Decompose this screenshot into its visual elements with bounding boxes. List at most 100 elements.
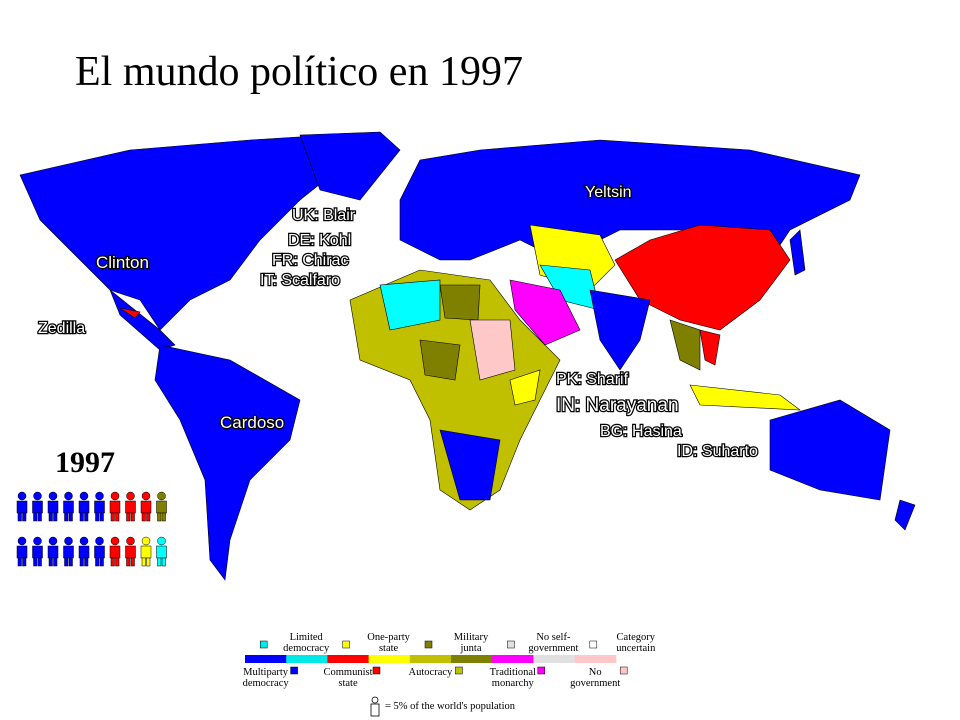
- person-figure: [140, 536, 152, 567]
- figure-leg: [84, 512, 89, 522]
- figure-body: [78, 500, 90, 514]
- figure-head: [95, 536, 104, 546]
- map-label: PK: Sharif: [556, 371, 629, 388]
- figure-body: [94, 545, 105, 559]
- figure-leg: [22, 557, 27, 567]
- person-figure: [16, 491, 28, 522]
- figure-leg: [95, 512, 100, 522]
- figure-head: [371, 696, 379, 704]
- figure-body: [16, 500, 28, 514]
- pictogram-year: 1997: [55, 446, 115, 479]
- legend-note: = 5% of the world's population: [385, 701, 516, 712]
- legend-icon: [537, 666, 546, 675]
- figure-leg: [48, 557, 53, 567]
- legend-label: Limited: [290, 632, 324, 643]
- person-figure: [78, 536, 90, 567]
- figure-leg: [141, 557, 146, 567]
- figure-leg: [37, 512, 42, 522]
- legend-label: No self-: [536, 632, 571, 643]
- figure-head: [79, 491, 89, 501]
- figure-head: [17, 536, 27, 546]
- figure-leg: [157, 512, 162, 522]
- legend-label: No: [589, 667, 602, 678]
- map-label: Zedilla: [38, 320, 85, 337]
- figure-leg: [17, 512, 22, 522]
- figure-head: [33, 536, 42, 546]
- figure-head: [95, 491, 104, 501]
- figure-body: [47, 500, 59, 514]
- legend-label: Autocracy: [409, 667, 453, 678]
- legend-icon: [372, 666, 381, 675]
- figure-leg: [33, 512, 38, 522]
- figure-leg: [161, 512, 166, 522]
- person-figure: [94, 536, 105, 567]
- legend-icon: [259, 640, 268, 649]
- figure-leg: [79, 512, 84, 522]
- figure-leg: [126, 512, 131, 522]
- map-label: IN: Narayanan: [556, 395, 679, 416]
- figure-leg: [141, 512, 146, 522]
- figure-body: [63, 545, 74, 559]
- person-figure: [109, 491, 121, 522]
- person-figure: [140, 491, 152, 522]
- legend-icon: [589, 640, 598, 649]
- figure-leg: [37, 557, 42, 567]
- figure-leg: [68, 512, 73, 522]
- person-figure: [47, 491, 59, 522]
- legend-swatch: [451, 655, 493, 663]
- figure-body: [156, 545, 167, 559]
- legend-swatch: [533, 655, 576, 663]
- figure-leg: [110, 557, 115, 567]
- legend-label: One-party: [367, 632, 410, 643]
- figure-body: [16, 545, 28, 559]
- figure-head: [141, 536, 151, 546]
- person-figure: [16, 536, 28, 567]
- figure-leg: [130, 512, 135, 522]
- figure-leg: [64, 557, 69, 567]
- figure-head: [33, 491, 42, 501]
- map-label: FR: Chirac: [272, 252, 348, 269]
- figure-head: [64, 491, 73, 501]
- figure-leg: [130, 557, 135, 567]
- figure-leg: [115, 557, 120, 567]
- legend-swatch: [245, 655, 287, 663]
- figure-body: [140, 545, 152, 559]
- map-label: DE: Kohl: [288, 232, 351, 249]
- legend-swatch: [368, 655, 411, 663]
- person-figure: [125, 536, 136, 567]
- person-figure: [32, 536, 43, 567]
- map-label: Clinton: [96, 253, 149, 272]
- legend-swatch: [286, 655, 328, 663]
- figure-head: [157, 491, 166, 501]
- title: El mundo político en 1997: [75, 49, 523, 95]
- map-label: Yeltsin: [585, 184, 632, 201]
- legend-label: democracy: [243, 678, 290, 689]
- legend-label: state: [379, 643, 399, 654]
- figure-body: [47, 545, 59, 559]
- legend-label: government: [570, 678, 620, 689]
- person-figure: [109, 536, 121, 567]
- legend-label: government: [528, 643, 578, 654]
- figure-body: [78, 545, 90, 559]
- figure-head: [17, 491, 27, 501]
- figure-leg: [64, 512, 69, 522]
- figure-head: [157, 536, 166, 546]
- figure-leg: [99, 512, 104, 522]
- figure-head: [48, 491, 58, 501]
- figure-head: [48, 536, 58, 546]
- legend-label: state: [338, 678, 358, 689]
- person-figure: [94, 491, 105, 522]
- figure-leg: [146, 557, 151, 567]
- figure-head: [110, 491, 120, 501]
- legend-label: junta: [460, 643, 482, 654]
- figure-leg: [33, 557, 38, 567]
- legend-swatch: [327, 655, 370, 663]
- figure-leg: [99, 557, 104, 567]
- figure-body: [109, 545, 121, 559]
- map-label: Cardoso: [220, 413, 284, 432]
- map-label: UK: Blair: [292, 207, 356, 224]
- figure-leg: [126, 557, 131, 567]
- figure-body: [32, 500, 43, 514]
- figure-head: [126, 536, 135, 546]
- legend: MultipartydemocracyLimiteddemocracyCommu…: [243, 632, 656, 717]
